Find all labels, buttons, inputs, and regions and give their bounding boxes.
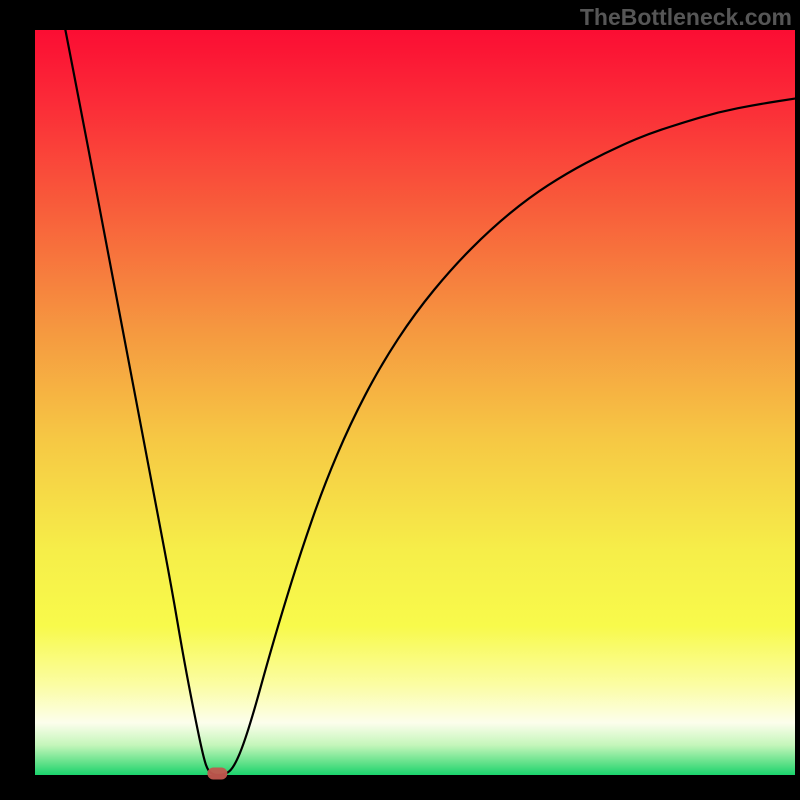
minimum-marker <box>207 768 227 780</box>
watermark-text: TheBottleneck.com <box>580 4 792 31</box>
chart-container: { "watermark": "TheBottleneck.com", "ima… <box>0 0 800 800</box>
plot-background <box>35 30 795 775</box>
bottleneck-chart <box>0 0 800 800</box>
